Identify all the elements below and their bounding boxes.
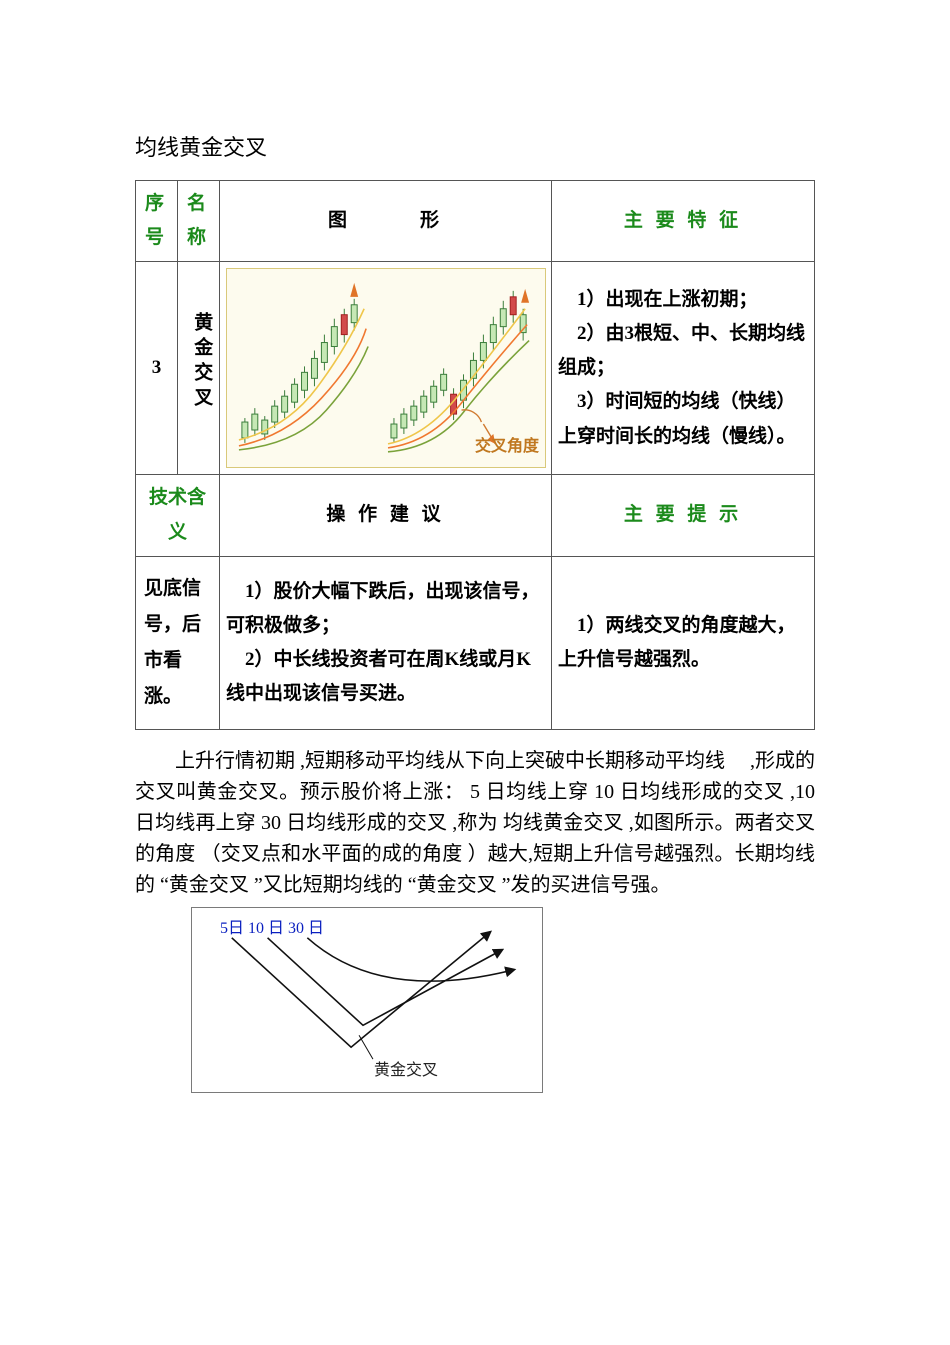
col-header-hint: 主 要 提 示 <box>552 475 815 556</box>
cell-meaning: 见底信号，后市看涨。 <box>136 556 220 729</box>
signal-table: 序号 名称 图 形 主 要 特 征 3 黄金交叉 <box>135 180 815 730</box>
golden-cross-diagram: 5日 10 日 30 日 黄金交叉 <box>191 907 543 1093</box>
cell-hint: 1）两线交叉的角度越大，上升信号越强烈。 <box>552 556 815 729</box>
col-header-meaning: 技术含义 <box>136 475 220 556</box>
content-row-1: 3 黄金交叉 <box>136 262 815 475</box>
cell-features: 1）出现在上涨初期； 2）由3根短、中、长期均线组成； 3）时间短的均线（快线）… <box>552 262 815 475</box>
header-row-1: 序号 名称 图 形 主 要 特 征 <box>136 181 815 262</box>
col-header-advice: 操 作 建 议 <box>220 475 552 556</box>
content-row-2: 见底信号，后市看涨。 1）股价大幅下跌后，出现该信号，可积极做多； 2）中长线投… <box>136 556 815 729</box>
cell-seq: 3 <box>136 262 178 475</box>
page-title: 均线黄金交叉 <box>135 130 815 162</box>
name-vertical-text: 黄金交叉 <box>184 312 218 412</box>
cell-advice: 1）股价大幅下跌后，出现该信号，可积极做多； 2）中长线投资者可在周K线或月K线… <box>220 556 552 729</box>
golden-cross-lines-icon <box>192 908 542 1093</box>
chart-figure: 交叉角度 <box>226 268 546 468</box>
header-row-2: 技术含义 操 作 建 议 主 要 提 示 <box>136 475 815 556</box>
col-header-features: 主 要 特 征 <box>552 181 815 262</box>
meaning-text: 见底信号，后市看涨。 <box>144 571 211 715</box>
col-header-name: 名称 <box>178 181 220 262</box>
col-header-chart: 图 形 <box>220 181 552 262</box>
cell-name: 黄金交叉 <box>178 262 220 475</box>
col-header-seq: 序号 <box>136 181 178 262</box>
cell-chart: 交叉角度 <box>220 262 552 475</box>
golden-cross-label: 黄金交叉 <box>374 1056 438 1080</box>
explanation-paragraph: 上升行情初期 ,短期移动平均线从下向上突破中长期移动平均线 ,形成的交叉叫黄金交… <box>135 746 815 901</box>
chart-annotation: 交叉角度 <box>475 433 539 462</box>
